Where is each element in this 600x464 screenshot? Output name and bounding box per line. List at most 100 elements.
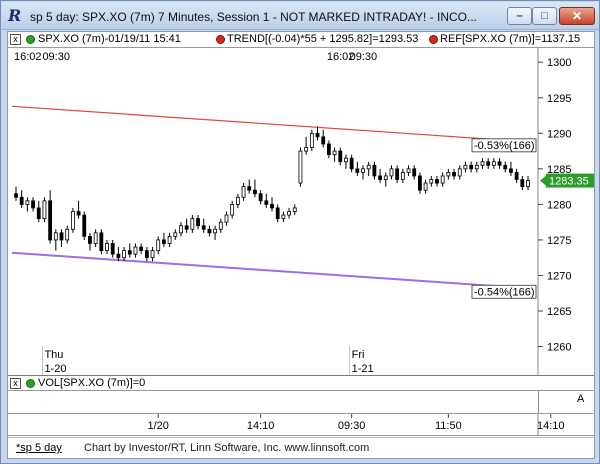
candle-body xyxy=(287,211,291,216)
y-tick-label: 1285 xyxy=(547,164,571,176)
candle-body xyxy=(162,239,166,244)
close-icon: ✕ xyxy=(571,9,583,23)
candle-body xyxy=(509,168,513,173)
candle-body xyxy=(76,211,81,216)
top-time-label: 16:02 xyxy=(327,51,355,63)
title-bar[interactable]: R sp 5 day: SPX.XO (7m) 7 Minutes, Sessi… xyxy=(2,2,599,30)
candle-body xyxy=(133,246,138,255)
candle-body xyxy=(258,193,263,202)
ref-legend[interactable]: REF[SPX.XO (7m)]=1137.15 xyxy=(440,33,581,45)
trend-color-icon xyxy=(216,35,225,44)
y-tick-label: 1275 xyxy=(547,235,571,247)
close-button[interactable]: ✕ xyxy=(559,7,595,25)
candle-body xyxy=(469,164,474,170)
day-label: Fri xyxy=(352,349,365,361)
candle-body xyxy=(190,218,195,230)
candle-body xyxy=(224,214,229,223)
volume-pane[interactable]: A xyxy=(8,391,594,414)
time-tick-label: 11:50 xyxy=(435,420,462,432)
candle-body xyxy=(412,168,417,177)
candle-body xyxy=(281,214,286,220)
candle-body xyxy=(349,157,354,170)
candle-body xyxy=(332,150,337,156)
top-time-label: 16:02 xyxy=(14,51,42,63)
candle-body xyxy=(270,203,274,209)
candle-body xyxy=(105,243,109,251)
last-price-label: 1283.35 xyxy=(549,176,589,188)
candle-body xyxy=(127,250,132,255)
trend-legend[interactable]: TREND[(-0.04)*55 + 1295.82]=1293.53 xyxy=(227,33,419,45)
candle-body xyxy=(452,172,456,177)
candle-body xyxy=(144,250,149,259)
axis-separator xyxy=(538,391,539,413)
candle-body xyxy=(167,235,172,244)
candle-body xyxy=(321,136,326,145)
candle-body xyxy=(429,179,434,184)
chart-page-tab[interactable]: *sp 5 day xyxy=(16,442,62,454)
candle-body xyxy=(93,232,98,244)
candle-body xyxy=(526,180,530,188)
candle-body xyxy=(418,175,422,191)
candle-body xyxy=(88,235,92,244)
close-volume-pane-icon[interactable]: x xyxy=(10,378,21,389)
candle-body xyxy=(207,228,212,234)
symbol-legend[interactable]: SPX.XO (7m)-01/19/11 15:41 xyxy=(38,33,181,45)
date-label: 1-20 xyxy=(44,363,66,375)
chart-client-area: x SPX.XO (7m)-01/19/11 15:41 TREND[(-0.0… xyxy=(7,31,595,459)
y-tick-label: 1280 xyxy=(547,199,571,211)
y-tick-label: 1270 xyxy=(547,270,571,282)
candle-body xyxy=(423,182,428,191)
candle-body xyxy=(48,200,53,241)
candle-body xyxy=(480,161,485,166)
candle-body xyxy=(309,132,314,148)
candle-body xyxy=(201,225,206,230)
candle-body xyxy=(99,232,104,251)
candle-body xyxy=(139,246,144,251)
time-tick-label: 1/20 xyxy=(148,420,169,432)
candle-body xyxy=(116,253,121,259)
time-tick-label: 09:30 xyxy=(338,420,366,432)
candle-body xyxy=(389,168,394,177)
candle-body xyxy=(196,218,200,227)
time-tick-label: 14:10 xyxy=(247,420,275,432)
day-label: Thu xyxy=(44,349,63,361)
candle-body xyxy=(264,200,269,205)
candle-body xyxy=(520,179,525,188)
price-legend-bar: x SPX.XO (7m)-01/19/11 15:41 TREND[(-0.0… xyxy=(8,32,594,48)
candle-body xyxy=(503,164,508,170)
candle-body xyxy=(275,207,280,220)
minimize-button[interactable]: – xyxy=(507,7,532,25)
window-title: sp 5 day: SPX.XO (7m) 7 Minutes, Session… xyxy=(30,10,478,24)
candle-body xyxy=(235,196,240,205)
trend-line-upper xyxy=(11,105,529,143)
candle-body xyxy=(247,186,252,191)
candle-body xyxy=(70,211,75,230)
symbol-color-icon xyxy=(26,35,35,44)
candle-body xyxy=(65,228,70,241)
candle-body xyxy=(179,225,183,234)
candle-body xyxy=(184,225,189,230)
candle-body xyxy=(400,172,405,180)
candle-body xyxy=(253,189,257,195)
candle-body xyxy=(173,232,178,237)
volume-legend[interactable]: VOL[SPX.XO (7m)]=0 xyxy=(38,377,146,389)
candle-body xyxy=(366,164,371,170)
maximize-button[interactable]: □ xyxy=(532,7,557,25)
trend-line-lower xyxy=(11,251,529,290)
trend-upper-label: -0.53%(166) xyxy=(474,140,535,152)
price-chart[interactable]: 1260 1265 1270 1275 1280 1285 1290 1295 1300 -0.5… xyxy=(8,48,594,375)
candle-body xyxy=(241,186,246,198)
close-pane-icon[interactable]: x xyxy=(10,34,21,45)
top-time-label: 09:30 xyxy=(350,51,378,63)
app-logo-icon: R xyxy=(8,6,22,25)
candle-body xyxy=(304,147,309,152)
candle-body xyxy=(344,157,348,163)
candle-body xyxy=(82,214,87,237)
trend-lower-label: -0.54%(166) xyxy=(474,286,535,298)
candle-body xyxy=(292,207,297,212)
candle-body xyxy=(514,172,519,180)
candle-body xyxy=(110,243,115,255)
last-price-box xyxy=(546,173,594,188)
